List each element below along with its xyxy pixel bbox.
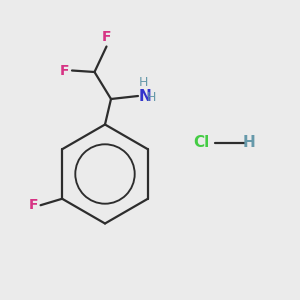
Text: F: F — [102, 30, 111, 44]
Text: F: F — [29, 198, 38, 212]
Text: F: F — [60, 64, 70, 77]
Text: H: H — [146, 91, 156, 104]
Text: H: H — [243, 135, 255, 150]
Text: N: N — [139, 88, 152, 104]
Text: H: H — [139, 76, 148, 89]
Text: Cl: Cl — [193, 135, 209, 150]
